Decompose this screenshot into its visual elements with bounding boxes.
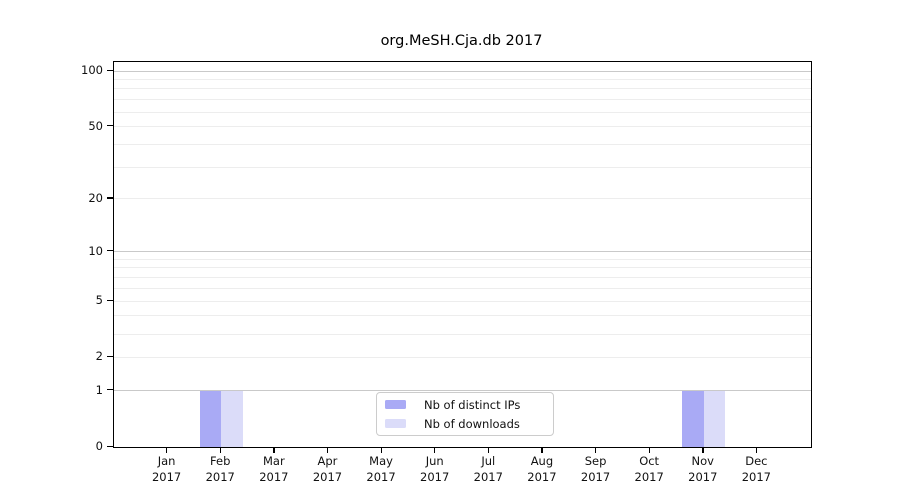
gridline-minor	[114, 126, 811, 128]
gridline-minor	[114, 88, 811, 90]
gridline-minor	[114, 143, 811, 145]
x-tick-mark	[273, 447, 275, 453]
y-tick-mark	[107, 445, 113, 447]
gridline-minor	[114, 333, 811, 335]
y-tick-label: 50	[88, 118, 103, 133]
y-tick-label: 1	[95, 382, 103, 397]
legend-item-distinct-ips: Nb of distinct IPs	[385, 398, 545, 412]
y-tick-label: 10	[88, 243, 103, 258]
bar-downloads	[221, 390, 243, 447]
y-tick-label: 0	[95, 439, 103, 453]
x-tick-label: Sep 2017	[580, 454, 611, 484]
y-tick-label: 5	[95, 293, 103, 308]
x-tick-mark	[541, 447, 543, 453]
x-tick-label: Apr 2017	[312, 454, 343, 484]
gridline-minor	[114, 315, 811, 317]
gridline-minor	[114, 300, 811, 302]
gridline-minor	[114, 78, 811, 80]
x-tick-mark	[166, 447, 168, 453]
bar-distinct-ips	[682, 390, 704, 447]
gridline-minor	[114, 166, 811, 168]
legend: Nb of distinct IPs Nb of downloads	[376, 392, 554, 436]
x-tick-mark	[595, 447, 597, 453]
x-tick-mark	[648, 447, 650, 453]
x-tick-label: Nov 2017	[688, 454, 718, 484]
gridline-minor	[114, 267, 811, 269]
gridline-minor	[114, 111, 811, 113]
x-tick-label: Dec 2017	[741, 454, 772, 484]
gridline-minor	[114, 287, 811, 289]
x-tick-mark	[755, 447, 758, 453]
x-tick-mark	[326, 447, 329, 453]
legend-label: Nb of distinct IPs	[424, 397, 521, 412]
gridline-minor	[114, 198, 811, 200]
gridline-minor	[114, 356, 811, 358]
x-tick-mark	[702, 447, 704, 453]
legend-item-downloads: Nb of downloads	[385, 417, 545, 431]
x-tick-mark	[487, 447, 490, 453]
y-tick-mark	[107, 355, 113, 358]
downloads-swatch	[385, 419, 406, 428]
gridline-major	[114, 251, 811, 253]
legend-label: Nb of downloads	[424, 416, 520, 431]
gridline-minor	[114, 99, 811, 101]
x-tick-label: Aug 2017	[527, 454, 557, 484]
bar-distinct-ips	[199, 390, 222, 447]
chart-title: org.MeSH.Cja.db 2017	[380, 33, 543, 49]
y-tick-mark	[107, 299, 113, 301]
x-tick-label: Feb 2017	[205, 454, 235, 484]
x-tick-mark	[219, 447, 222, 453]
y-tick-mark	[107, 197, 113, 199]
y-tick-mark	[107, 250, 113, 252]
x-tick-mark	[380, 447, 382, 453]
gridline-major	[114, 390, 811, 392]
y-tick-mark	[107, 125, 113, 127]
bar-downloads	[703, 390, 726, 447]
x-tick-label: Oct 2017	[634, 454, 664, 484]
y-tick-mark	[107, 389, 113, 391]
plot-area	[113, 61, 812, 448]
x-tick-label: Jun 2017	[420, 454, 450, 484]
gridline-minor	[114, 258, 811, 260]
x-tick-label: Jan 2017	[151, 454, 182, 484]
y-tick-label: 2	[95, 349, 103, 364]
x-tick-label: May 2017	[366, 454, 396, 484]
distinct-ips-swatch	[385, 400, 406, 409]
y-tick-label: 20	[88, 190, 103, 205]
x-tick-label: Mar 2017	[259, 454, 289, 484]
y-tick-label: 100	[81, 63, 103, 77]
gridline-minor	[114, 277, 811, 279]
gridline-major	[114, 70, 811, 72]
x-tick-mark	[434, 447, 436, 453]
y-tick-mark	[107, 69, 113, 71]
x-tick-label: Jul 2017	[473, 454, 503, 484]
